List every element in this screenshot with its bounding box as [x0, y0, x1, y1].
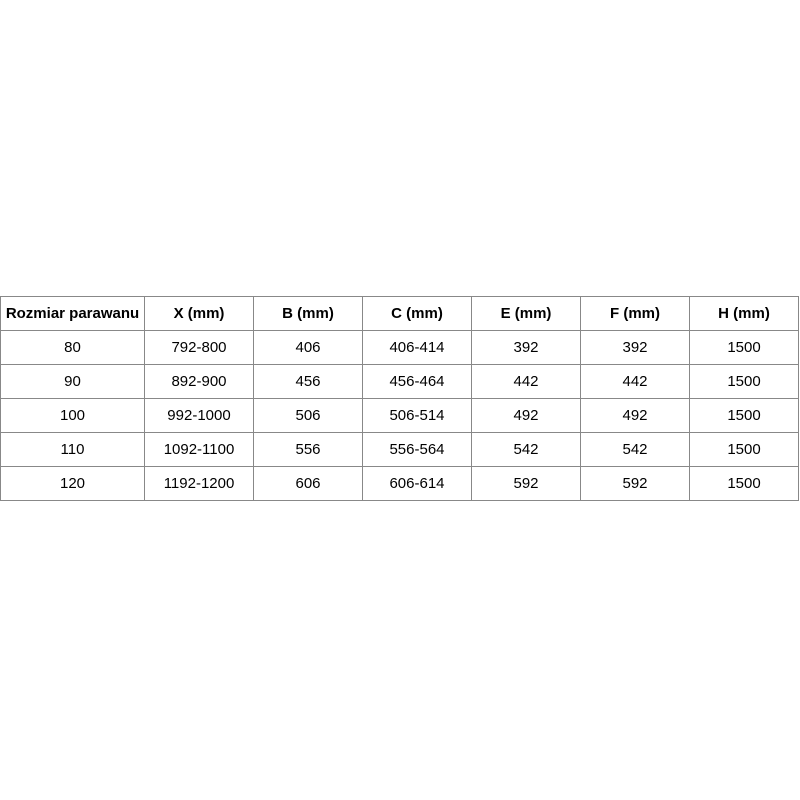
column-header: B (mm)	[253, 296, 363, 331]
table-cell: 100	[0, 398, 145, 433]
table-row: 90 892-900 456 456-464 442 442 1500	[0, 364, 799, 399]
table-row: 120 1192-1200 606 606-614 592 592 1500	[0, 466, 799, 501]
table-cell: 792-800	[144, 330, 254, 365]
table-cell: 542	[471, 432, 581, 467]
table-cell: 1092-1100	[144, 432, 254, 467]
table-cell: 1500	[689, 398, 799, 433]
column-header: H (mm)	[689, 296, 799, 331]
table-cell: 406	[253, 330, 363, 365]
table-cell: 406-414	[362, 330, 472, 365]
table-cell: 556	[253, 432, 363, 467]
table-cell: 1500	[689, 466, 799, 501]
table-cell: 110	[0, 432, 145, 467]
table-cell: 892-900	[144, 364, 254, 399]
table-cell: 456	[253, 364, 363, 399]
table-cell: 492	[471, 398, 581, 433]
table-cell: 542	[580, 432, 690, 467]
table-row: 100 992-1000 506 506-514 492 492 1500	[0, 398, 799, 433]
table-cell: 1500	[689, 364, 799, 399]
table-cell: 1500	[689, 432, 799, 467]
table-cell: 506	[253, 398, 363, 433]
table-cell: 80	[0, 330, 145, 365]
table-row: 110 1092-1100 556 556-564 542 542 1500	[0, 432, 799, 467]
table-cell: 392	[580, 330, 690, 365]
column-header: F (mm)	[580, 296, 690, 331]
column-header: Rozmiar parawanu	[0, 296, 145, 331]
table-cell: 90	[0, 364, 145, 399]
table-cell: 592	[471, 466, 581, 501]
table-cell: 442	[471, 364, 581, 399]
table-cell: 1500	[689, 330, 799, 365]
table-cell: 392	[471, 330, 581, 365]
column-header: C (mm)	[362, 296, 472, 331]
table-cell: 592	[580, 466, 690, 501]
dimensions-table: Rozmiar parawanu X (mm) B (mm) C (mm) E (mm)…	[0, 296, 799, 501]
table-cell: 606-614	[362, 466, 472, 501]
column-header: X (mm)	[144, 296, 254, 331]
table-cell: 442	[580, 364, 690, 399]
table-cell: 992-1000	[144, 398, 254, 433]
table-cell: 506-514	[362, 398, 472, 433]
table-row: 80 792-800 406 406-414 392 392 1500	[0, 330, 799, 365]
table-cell: 1192-1200	[144, 466, 254, 501]
table-cell: 456-464	[362, 364, 472, 399]
table-cell: 556-564	[362, 432, 472, 467]
table-cell: 606	[253, 466, 363, 501]
table-cell: 492	[580, 398, 690, 433]
header-row: Rozmiar parawanu X (mm) B (mm) C (mm) E (mm)…	[0, 296, 799, 331]
column-header: E (mm)	[471, 296, 581, 331]
table-cell: 120	[0, 466, 145, 501]
